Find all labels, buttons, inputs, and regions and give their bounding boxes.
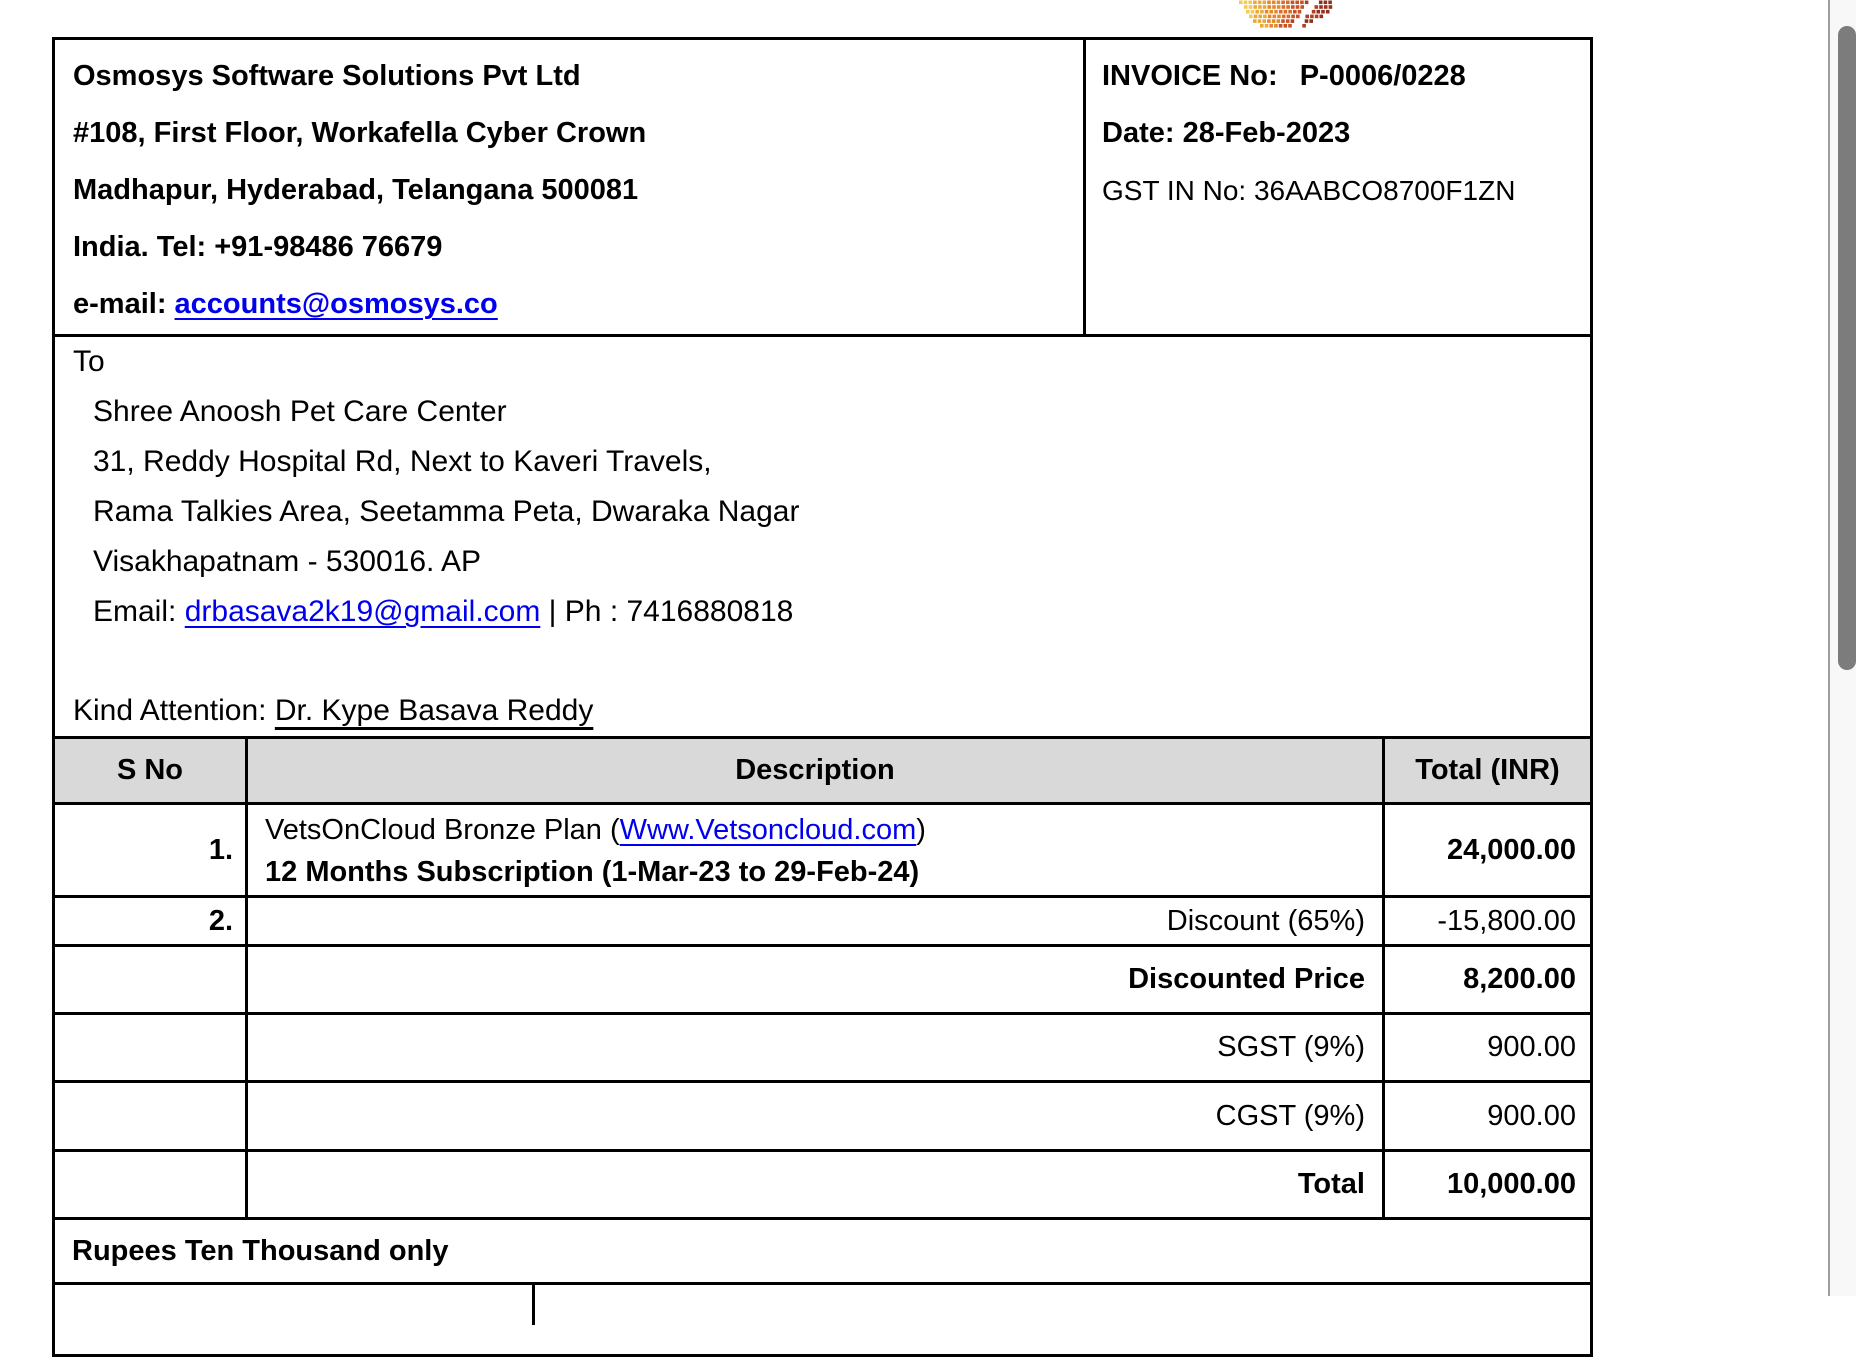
row6-label-cell: Total xyxy=(248,1152,1385,1217)
osmosys-logo-icon xyxy=(1237,0,1333,28)
seller-name: Osmosys Software Solutions Pvt Ltd xyxy=(73,48,1073,105)
invoice-number-value: P-0006/0228 xyxy=(1300,60,1466,92)
amount-in-words-row: Rupees Ten Thousand only xyxy=(55,1220,1590,1285)
table-row-discount: 2. Discount (65%) -15,800.00 xyxy=(55,898,1590,947)
invoice-date-value: 28-Feb-2023 xyxy=(1183,117,1351,149)
description-header-label: Description xyxy=(735,754,895,787)
cgst-amount: 900.00 xyxy=(1487,1100,1576,1133)
seller-info-block: Osmosys Software Solutions Pvt Ltd #108,… xyxy=(55,40,1086,334)
total-amount: 10,000.00 xyxy=(1447,1168,1576,1201)
header-cell-total: Total (INR) xyxy=(1385,739,1590,802)
sgst-amount: 900.00 xyxy=(1487,1031,1576,1064)
buyer-address-line3: Visakhapatnam - 530016. AP xyxy=(93,537,1580,587)
row1-desc-suffix: ) xyxy=(916,814,926,846)
row1-amount-cell: 24,000.00 xyxy=(1385,805,1590,895)
table-row-total: Total 10,000.00 xyxy=(55,1152,1590,1220)
vertical-scrollbar-thumb[interactable] xyxy=(1838,26,1856,670)
gst-label: GST IN No: xyxy=(1102,175,1246,206)
buyer-phone: | Ph : 7416880818 xyxy=(540,595,793,628)
row2-label-cell: Discount (65%) xyxy=(248,898,1385,944)
invoice-header-section: Osmosys Software Solutions Pvt Ltd #108,… xyxy=(55,40,1590,337)
buyer-address-block: Shree Anoosh Pet Care Center 31, Reddy H… xyxy=(73,387,1580,637)
total-label: Total xyxy=(1298,1168,1365,1201)
row1-description-line1: VetsOnCloud Bronze Plan (Www.Vetsoncloud… xyxy=(265,809,1382,851)
row3-label-cell: Discounted Price xyxy=(248,947,1385,1012)
row1-description-line2: 12 Months Subscription (1-Mar-23 to 29-F… xyxy=(265,851,1382,893)
seller-address-line3: India. Tel: +91-98486 76679 xyxy=(73,219,1073,276)
seller-email-link[interactable]: accounts@osmosys.co xyxy=(175,288,498,320)
partial-bottom-row-right-cell xyxy=(535,1285,1590,1325)
table-row-subscription: 1. VetsOnCloud Bronze Plan (Www.Vetsoncl… xyxy=(55,805,1590,898)
vetsoncloud-link[interactable]: Www.Vetsoncloud.com xyxy=(620,814,917,846)
amount-in-words: Rupees Ten Thousand only xyxy=(72,1235,449,1268)
discount-amount: -15,800.00 xyxy=(1437,905,1576,938)
buyer-address-line2: Rama Talkies Area, Seetamma Peta, Dwarak… xyxy=(93,487,1580,537)
cgst-label: CGST (9%) xyxy=(1216,1100,1365,1133)
kind-attention-label: Kind Attention: xyxy=(73,694,266,727)
header-cell-description: Description xyxy=(248,739,1385,802)
sno-header-label: S No xyxy=(117,754,183,787)
seller-address-line2: Madhapur, Hyderabad, Telangana 500081 xyxy=(73,162,1073,219)
header-cell-sno: S No xyxy=(55,739,248,802)
kind-attention-line: Kind Attention: Dr. Kype Basava Reddy xyxy=(73,686,1580,736)
sgst-label: SGST (9%) xyxy=(1217,1031,1365,1064)
seller-address-line1: #108, First Floor, Workafella Cyber Crow… xyxy=(73,105,1073,162)
discounted-price-label: Discounted Price xyxy=(1128,963,1365,996)
table-row-sgst: SGST (9%) 900.00 xyxy=(55,1015,1590,1083)
discounted-price-amount: 8,200.00 xyxy=(1463,963,1576,996)
table-row-cgst: CGST (9%) 900.00 xyxy=(55,1083,1590,1152)
total-header-label: Total (INR) xyxy=(1415,754,1559,787)
gst-line: GST IN No: 36AABCO8700F1ZN xyxy=(1102,162,1580,219)
row5-amount-cell: 900.00 xyxy=(1385,1083,1590,1149)
row1-desc-prefix: VetsOnCloud Bronze Plan ( xyxy=(265,814,620,846)
partial-bottom-row-left-cell xyxy=(55,1285,535,1325)
gst-value: 36AABCO8700F1ZN xyxy=(1254,175,1515,206)
vertical-scrollbar-track[interactable] xyxy=(1828,0,1856,1296)
row3-sno-cell xyxy=(55,947,248,1012)
row5-label-cell: CGST (9%) xyxy=(248,1083,1385,1149)
row2-sno: 2. xyxy=(209,905,233,938)
discount-label: Discount (65%) xyxy=(1167,905,1365,938)
row5-sno-cell xyxy=(55,1083,248,1149)
row1-sno-cell: 1. xyxy=(55,805,248,895)
row6-amount-cell: 10,000.00 xyxy=(1385,1152,1590,1217)
kind-attention-name: Dr. Kype Basava Reddy xyxy=(275,694,594,727)
buyer-email-link[interactable]: drbasava2k19@gmail.com xyxy=(185,595,541,628)
table-row-discounted-price: Discounted Price 8,200.00 xyxy=(55,947,1590,1015)
buyer-section: To Shree Anoosh Pet Care Center 31, Redd… xyxy=(55,337,1590,739)
row3-amount-cell: 8,200.00 xyxy=(1385,947,1590,1012)
invoice-number-line: INVOICE No: P-0006/0228 xyxy=(1102,48,1580,105)
invoice-page: Osmosys Software Solutions Pvt Ltd #108,… xyxy=(0,0,1856,1296)
row1-description-cell: VetsOnCloud Bronze Plan (Www.Vetsoncloud… xyxy=(248,805,1385,895)
row6-sno-cell xyxy=(55,1152,248,1217)
row2-amount-cell: -15,800.00 xyxy=(1385,898,1590,944)
invoice-date-label: Date: xyxy=(1102,117,1175,149)
row4-label-cell: SGST (9%) xyxy=(248,1015,1385,1080)
seller-email-line: e-mail: accounts@osmosys.co xyxy=(73,276,1073,333)
invoice-number-label: INVOICE No: xyxy=(1102,60,1278,92)
buyer-email-label: Email: xyxy=(93,595,176,628)
row2-sno-cell: 2. xyxy=(55,898,248,944)
to-label: To xyxy=(73,337,1580,387)
row4-amount-cell: 900.00 xyxy=(1385,1015,1590,1080)
items-table-header: S No Description Total (INR) xyxy=(55,739,1590,805)
invoice-meta-block: INVOICE No: P-0006/0228 Date: 28-Feb-202… xyxy=(1086,40,1590,334)
row1-sno: 1. xyxy=(209,834,233,867)
invoice-date-line: Date: 28-Feb-2023 xyxy=(1102,105,1580,162)
buyer-name: Shree Anoosh Pet Care Center xyxy=(93,387,1580,437)
buyer-contact-line: Email: drbasava2k19@gmail.com | Ph : 741… xyxy=(93,587,1580,637)
invoice-document: Osmosys Software Solutions Pvt Ltd #108,… xyxy=(52,37,1593,1357)
row1-amount: 24,000.00 xyxy=(1447,834,1576,867)
partial-bottom-row xyxy=(55,1285,1590,1325)
row4-sno-cell xyxy=(55,1015,248,1080)
buyer-address-line1: 31, Reddy Hospital Rd, Next to Kaveri Tr… xyxy=(93,437,1580,487)
seller-email-label: e-mail: xyxy=(73,288,166,320)
